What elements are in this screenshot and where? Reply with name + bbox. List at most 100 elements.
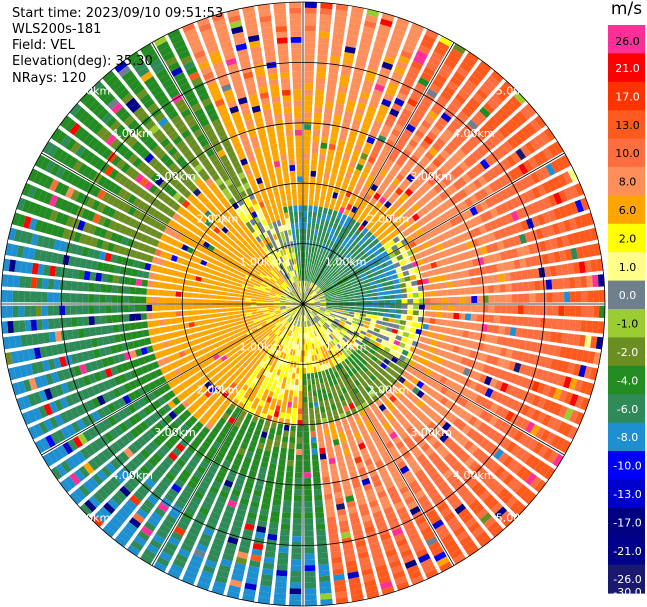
velocity-gate [311,277,315,283]
velocity-gate [389,431,398,440]
velocity-gate [364,317,372,322]
velocity-gate [318,312,324,316]
velocity-gate [315,77,326,85]
velocity-gate [387,196,396,205]
velocity-gate [327,392,333,400]
velocity-gate [358,177,366,185]
velocity-gate [408,532,421,543]
velocity-gate [426,467,438,478]
velocity-gate [372,120,383,129]
velocity-gate [306,294,311,300]
velocity-gate [353,357,361,365]
velocity-gate [557,318,564,330]
velocity-gate [406,374,415,382]
velocity-gate [479,106,491,119]
velocity-gate [329,240,335,247]
velocity-gate [426,331,434,338]
velocity-gate [496,263,504,272]
velocity-gate [379,495,390,505]
velocity-gate [389,168,398,177]
velocity-gate [424,114,435,125]
velocity-gate [350,360,357,367]
velocity-gate [330,293,337,297]
velocity-gate [401,490,413,500]
velocity-gate [345,384,352,392]
velocity-gate [313,317,318,323]
velocity-gate [400,362,409,370]
velocity-gate [323,289,329,294]
velocity-gate [327,318,334,323]
velocity-gate [440,533,454,545]
velocity-gate [383,308,390,313]
velocity-gate [391,527,404,537]
velocity-gate [477,257,485,266]
velocity-gate [313,200,319,207]
velocity-gate [356,545,368,554]
velocity-gate [499,189,510,200]
velocity-gate [398,394,406,402]
velocity-gate [342,275,349,281]
velocity-gate [354,292,361,296]
velocity-gate [336,311,343,315]
velocity-gate [498,273,505,283]
velocity-gate [477,175,488,186]
velocity-gate [343,267,350,273]
velocity-gate [532,441,544,455]
velocity-gate [319,334,324,341]
velocity-gate [414,362,422,371]
velocity-gate [396,60,408,70]
velocity-gate [346,285,353,290]
velocity-gate [303,240,306,246]
velocity-gate [363,483,373,492]
velocity-gate [441,359,449,367]
velocity-gate [531,201,541,214]
velocity-gate [597,274,605,287]
velocity-gate [473,227,482,237]
velocity-gate [542,399,552,412]
velocity-gate [359,313,366,317]
velocity-gate [560,154,572,168]
velocity-gate [350,280,358,285]
velocity-gate [328,341,334,348]
velocity-gate [365,111,375,120]
velocity-gate [553,207,563,220]
velocity-gate [463,473,475,485]
velocity-gate [553,388,563,401]
velocity-gate [307,269,310,276]
velocity-gate [439,448,450,459]
velocity-gate [308,301,315,304]
velocity-gate [321,285,327,291]
velocity-gate [584,260,592,273]
velocity-gate [458,279,465,287]
velocity-gate [314,300,321,303]
velocity-gate [317,267,322,273]
velocity-gate [371,288,378,293]
velocity-gate [351,523,362,531]
velocity-gate [358,333,365,339]
velocity-gate [317,171,324,178]
velocity-gate [516,316,524,326]
velocity-gate [572,363,581,376]
velocity-gate [467,443,479,455]
velocity-gate [552,305,559,316]
velocity-gate [379,67,392,76]
velocity-gate [393,475,404,485]
velocity-gate [451,499,463,510]
velocity-gate [305,257,308,264]
velocity-gate [459,397,469,408]
velocity-gate [437,333,445,341]
velocity-gate [439,35,453,47]
velocity-gate [487,75,500,87]
velocity-gate [381,370,389,378]
velocity-gate [484,197,494,208]
velocity-gate [443,161,454,171]
velocity-gate [552,292,559,303]
velocity-gate [478,535,492,548]
velocity-gate [332,192,339,199]
velocity-gate [465,544,479,557]
velocity-gate [555,359,564,372]
velocity-gate [497,487,509,500]
velocity-gate [356,54,368,63]
velocity-gate [316,314,322,319]
velocity-gate [316,329,321,335]
